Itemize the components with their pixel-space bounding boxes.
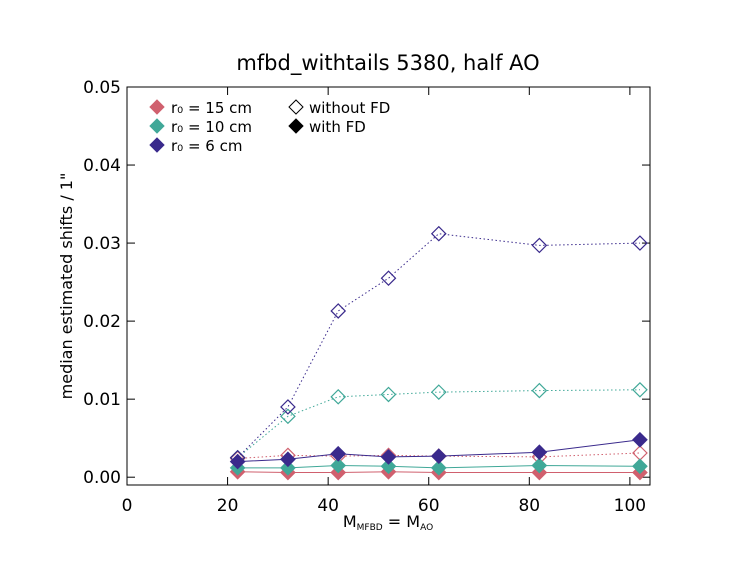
y-axis-label: median estimated shifts / 1" bbox=[57, 173, 76, 400]
y-tick-label: 0.01 bbox=[83, 390, 121, 410]
x-tick-label: 0 bbox=[122, 496, 133, 516]
marker-open bbox=[382, 271, 396, 285]
legend-swatch bbox=[150, 100, 164, 114]
x-tick-label: 80 bbox=[518, 496, 540, 516]
y-tick-label: 0.04 bbox=[83, 156, 121, 176]
y-tick-label: 0.00 bbox=[83, 468, 121, 488]
legend-style-label: with FD bbox=[309, 118, 366, 136]
x-tick-label: 20 bbox=[217, 496, 239, 516]
marker-filled bbox=[281, 452, 295, 466]
legend-style-swatch bbox=[289, 119, 303, 133]
marker-open bbox=[331, 390, 345, 404]
legend-swatch bbox=[150, 119, 164, 133]
marker-filled bbox=[633, 433, 647, 447]
legend-style-swatch bbox=[289, 100, 303, 114]
y-tick-label: 0.03 bbox=[83, 234, 121, 254]
marker-open bbox=[331, 304, 345, 318]
marker-filled bbox=[432, 449, 446, 463]
marker-filled bbox=[382, 450, 396, 464]
x-tick-label: 40 bbox=[317, 496, 339, 516]
x-tick-label: 60 bbox=[418, 496, 440, 516]
legend-style-label: without FD bbox=[309, 99, 390, 117]
marker-open bbox=[633, 446, 647, 460]
y-tick-label: 0.05 bbox=[83, 78, 121, 98]
legend-label: r₀ = 6 cm bbox=[171, 137, 242, 155]
legend-label: r₀ = 15 cm bbox=[171, 99, 252, 117]
chart-title: mfbd_withtails 5380, half AO bbox=[236, 51, 539, 76]
legend-swatch bbox=[150, 138, 164, 152]
x-label-subscript: MFBD bbox=[357, 523, 383, 533]
x-tick-label: 100 bbox=[614, 496, 646, 516]
line-without-fd bbox=[238, 234, 640, 458]
x-label-subscript: AO bbox=[420, 523, 433, 533]
legend-label: r₀ = 10 cm bbox=[171, 118, 252, 136]
y-tick-label: 0.02 bbox=[83, 312, 121, 332]
x-label-part: M bbox=[343, 512, 357, 531]
x-label-part: = M bbox=[383, 512, 420, 531]
